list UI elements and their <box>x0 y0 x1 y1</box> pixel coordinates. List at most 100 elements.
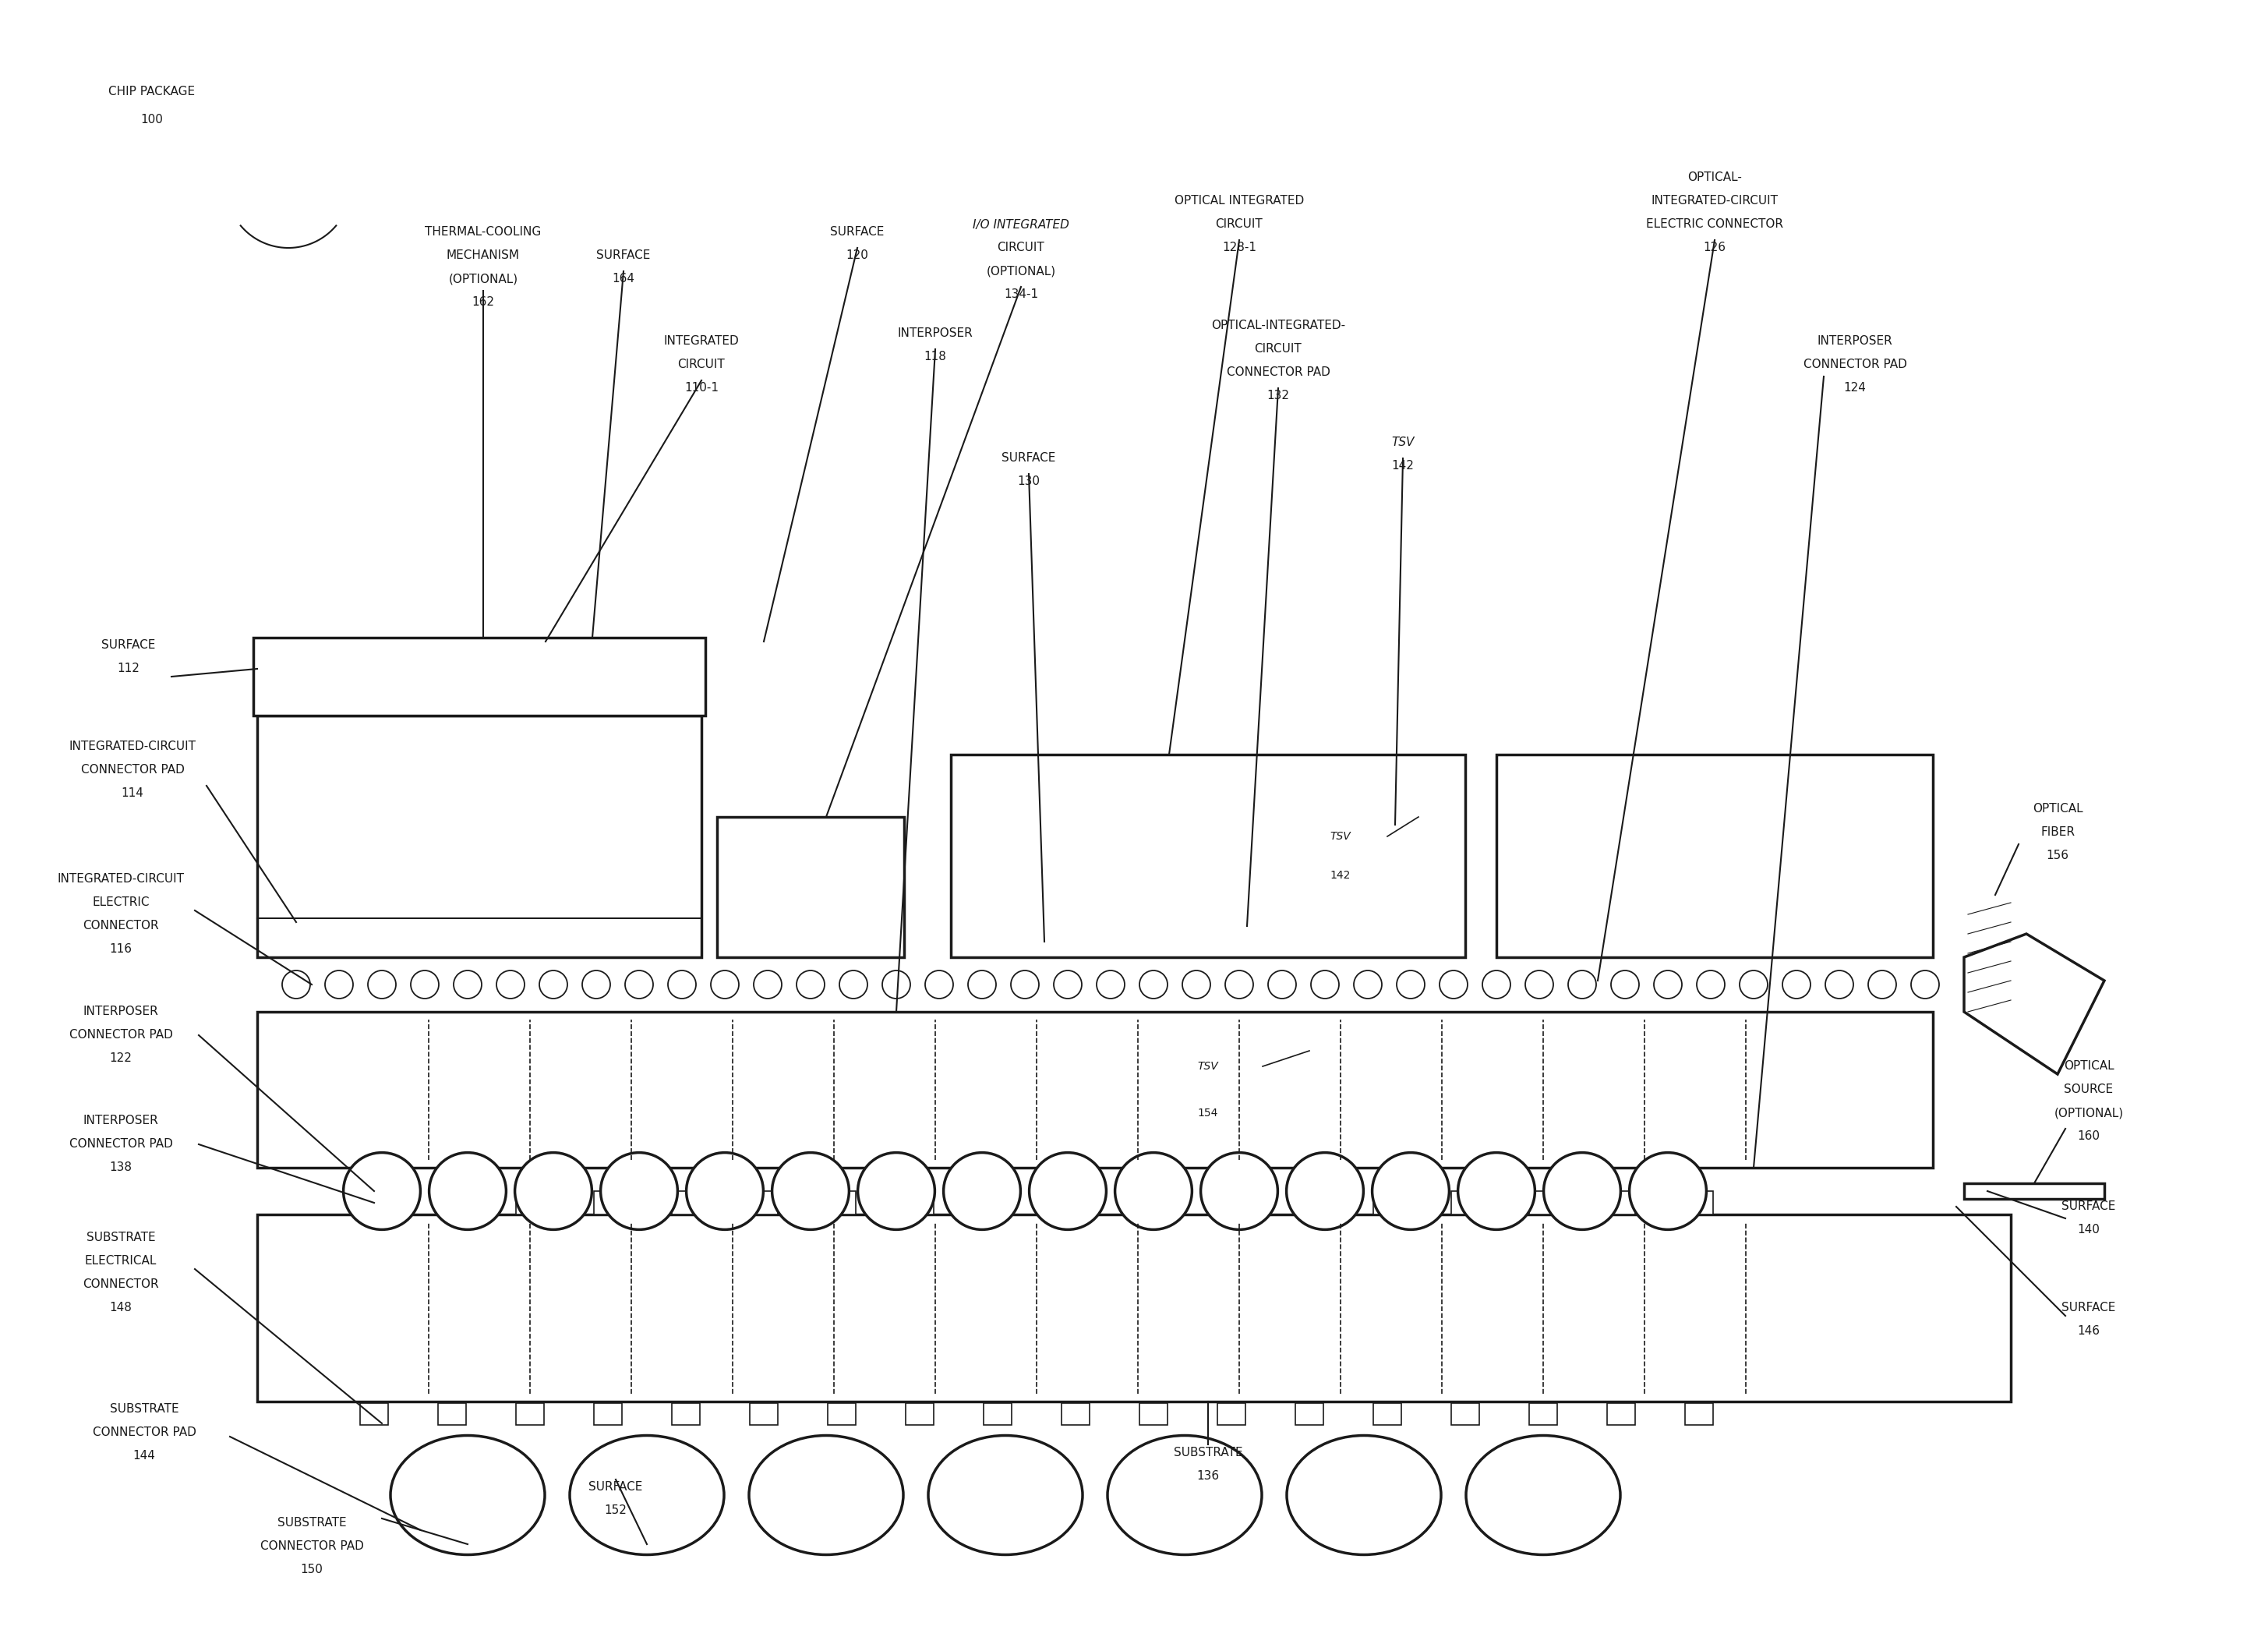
Bar <box>361 1190 388 1215</box>
Bar <box>1497 755 1932 958</box>
Ellipse shape <box>771 1152 848 1230</box>
Text: (OPTIONAL): (OPTIONAL) <box>449 272 517 286</box>
Text: SURFACE: SURFACE <box>596 249 651 261</box>
Bar <box>1685 1190 1712 1215</box>
Bar <box>984 1190 1012 1215</box>
Ellipse shape <box>1545 1152 1622 1230</box>
Circle shape <box>968 971 996 999</box>
Text: 130: 130 <box>1018 475 1041 487</box>
Ellipse shape <box>569 1435 723 1555</box>
Text: OPTICAL-INTEGRATED-: OPTICAL-INTEGRATED- <box>1211 320 1345 332</box>
Ellipse shape <box>1465 1435 1619 1555</box>
Bar <box>1372 1403 1402 1425</box>
Text: SURFACE: SURFACE <box>2062 1303 2116 1314</box>
Text: CIRCUIT: CIRCUIT <box>1216 218 1263 231</box>
Text: TSV: TSV <box>1198 1062 1218 1071</box>
Text: INTERPOSER: INTERPOSER <box>84 1114 159 1126</box>
Ellipse shape <box>1628 1152 1706 1230</box>
Text: ELECTRIC: ELECTRIC <box>93 896 150 908</box>
Text: 160: 160 <box>2077 1131 2100 1142</box>
Circle shape <box>540 971 567 999</box>
Text: THERMAL-COOLING: THERMAL-COOLING <box>424 226 542 238</box>
Ellipse shape <box>1200 1152 1277 1230</box>
Text: INTEGRATED-CIRCUIT: INTEGRATED-CIRCUIT <box>1651 195 1778 206</box>
Circle shape <box>367 971 397 999</box>
Text: 132: 132 <box>1268 390 1290 401</box>
Bar <box>905 1403 934 1425</box>
Bar <box>1061 1403 1089 1425</box>
Circle shape <box>1268 971 1295 999</box>
Circle shape <box>1354 971 1381 999</box>
Text: 110-1: 110-1 <box>685 383 719 395</box>
Bar <box>1452 1403 1479 1425</box>
Text: INTERPOSER: INTERPOSER <box>84 1005 159 1017</box>
Text: 112: 112 <box>118 664 141 675</box>
Bar <box>1529 1403 1558 1425</box>
Circle shape <box>411 971 438 999</box>
Text: 144: 144 <box>134 1450 156 1463</box>
Text: INTERPOSER: INTERPOSER <box>898 329 973 340</box>
Bar <box>828 1190 855 1215</box>
Bar <box>1685 1403 1712 1425</box>
Text: OPTICAL-: OPTICAL- <box>1687 172 1742 183</box>
Circle shape <box>583 971 610 999</box>
Ellipse shape <box>342 1152 420 1230</box>
Bar <box>1529 1190 1558 1215</box>
Text: CONNECTOR PAD: CONNECTOR PAD <box>93 1426 195 1438</box>
Text: SURFACE: SURFACE <box>1002 452 1057 464</box>
Ellipse shape <box>687 1152 764 1230</box>
Bar <box>256 1012 1932 1167</box>
Text: 116: 116 <box>109 944 132 956</box>
Text: I/O INTEGRATED: I/O INTEGRATED <box>973 218 1068 231</box>
Text: SUBSTRATE: SUBSTRATE <box>1173 1446 1243 1458</box>
Bar <box>594 1403 621 1425</box>
Text: 152: 152 <box>606 1504 626 1517</box>
Text: SURFACE: SURFACE <box>590 1481 642 1493</box>
Text: SUBSTRATE: SUBSTRATE <box>86 1232 154 1243</box>
Ellipse shape <box>601 1152 678 1230</box>
Text: 118: 118 <box>923 352 946 363</box>
Bar <box>1452 1190 1479 1215</box>
Circle shape <box>1397 971 1424 999</box>
Text: CONNECTOR: CONNECTOR <box>82 1280 159 1291</box>
Circle shape <box>1182 971 1211 999</box>
Text: 134-1: 134-1 <box>1005 289 1039 300</box>
Circle shape <box>1740 971 1767 999</box>
Bar <box>1372 1190 1402 1215</box>
Ellipse shape <box>943 1152 1021 1230</box>
Circle shape <box>1440 971 1467 999</box>
Text: CONNECTOR PAD: CONNECTOR PAD <box>261 1540 363 1552</box>
Bar <box>1139 1190 1168 1215</box>
Ellipse shape <box>429 1152 506 1230</box>
Circle shape <box>1012 971 1039 999</box>
Circle shape <box>1311 971 1338 999</box>
Circle shape <box>1055 971 1082 999</box>
Circle shape <box>796 971 826 999</box>
Circle shape <box>281 971 311 999</box>
Circle shape <box>1567 971 1597 999</box>
Bar <box>1295 1403 1325 1425</box>
Text: 140: 140 <box>2077 1225 2100 1237</box>
Bar <box>751 1190 778 1215</box>
Text: 142: 142 <box>1331 870 1352 882</box>
Text: 124: 124 <box>1844 383 1867 395</box>
Text: 156: 156 <box>2046 850 2068 862</box>
Text: FIBER: FIBER <box>2041 827 2075 839</box>
Bar <box>1139 1403 1168 1425</box>
Text: SUBSTRATE: SUBSTRATE <box>109 1403 179 1415</box>
Polygon shape <box>1964 934 2105 1075</box>
Circle shape <box>324 971 354 999</box>
Text: 164: 164 <box>612 272 635 286</box>
Text: CONNECTOR PAD: CONNECTOR PAD <box>82 764 184 776</box>
Ellipse shape <box>1286 1435 1440 1555</box>
Circle shape <box>753 971 782 999</box>
Text: CONNECTOR PAD: CONNECTOR PAD <box>1803 358 1907 371</box>
Text: CHIP PACKAGE: CHIP PACKAGE <box>109 86 195 97</box>
Text: SURFACE: SURFACE <box>2062 1200 2116 1212</box>
Bar <box>1608 1190 1635 1215</box>
Text: 150: 150 <box>299 1563 322 1575</box>
Text: (OPTIONAL): (OPTIONAL) <box>987 266 1055 277</box>
Ellipse shape <box>1107 1435 1261 1555</box>
Bar <box>671 1403 701 1425</box>
Text: ELECTRIC CONNECTOR: ELECTRIC CONNECTOR <box>1647 218 1783 231</box>
